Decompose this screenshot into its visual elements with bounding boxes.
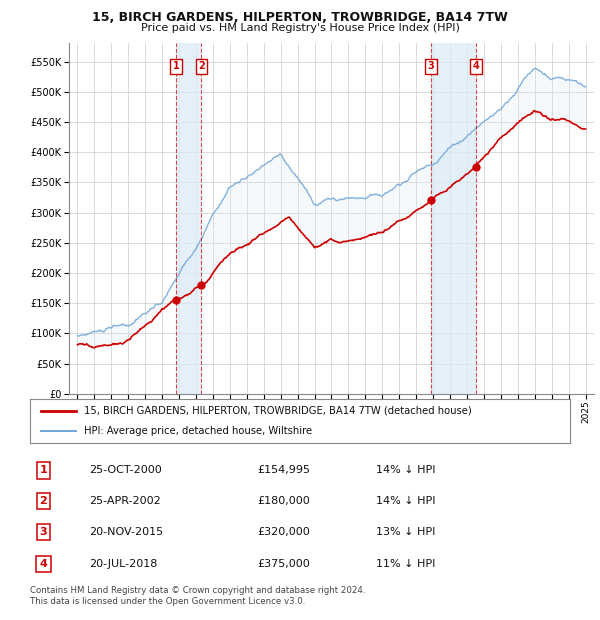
Text: 1: 1: [40, 466, 47, 476]
Text: Contains HM Land Registry data © Crown copyright and database right 2024.: Contains HM Land Registry data © Crown c…: [30, 586, 365, 595]
Text: £320,000: £320,000: [257, 527, 310, 537]
Text: 14% ↓ HPI: 14% ↓ HPI: [376, 496, 435, 506]
Text: 1: 1: [173, 61, 179, 71]
Text: 20-NOV-2015: 20-NOV-2015: [89, 527, 164, 537]
Text: 25-APR-2002: 25-APR-2002: [89, 496, 161, 506]
Text: HPI: Average price, detached house, Wiltshire: HPI: Average price, detached house, Wilt…: [84, 426, 312, 436]
Text: 2: 2: [198, 61, 205, 71]
Text: 11% ↓ HPI: 11% ↓ HPI: [376, 559, 435, 569]
Bar: [176, 43, 202, 394]
Text: 15, BIRCH GARDENS, HILPERTON, TROWBRIDGE, BA14 7TW: 15, BIRCH GARDENS, HILPERTON, TROWBRIDGE…: [92, 11, 508, 24]
Text: 2: 2: [40, 496, 47, 506]
Text: 4: 4: [473, 61, 479, 71]
Text: 3: 3: [40, 527, 47, 537]
Text: 15, BIRCH GARDENS, HILPERTON, TROWBRIDGE, BA14 7TW (detached house): 15, BIRCH GARDENS, HILPERTON, TROWBRIDGE…: [84, 405, 472, 416]
Text: 20-JUL-2018: 20-JUL-2018: [89, 559, 158, 569]
Text: Price paid vs. HM Land Registry's House Price Index (HPI): Price paid vs. HM Land Registry's House …: [140, 23, 460, 33]
Text: 3: 3: [428, 61, 434, 71]
Text: 14% ↓ HPI: 14% ↓ HPI: [376, 466, 435, 476]
Text: This data is licensed under the Open Government Licence v3.0.: This data is licensed under the Open Gov…: [30, 597, 305, 606]
Text: £154,995: £154,995: [257, 466, 310, 476]
Text: £375,000: £375,000: [257, 559, 310, 569]
Text: 25-OCT-2000: 25-OCT-2000: [89, 466, 162, 476]
Text: 13% ↓ HPI: 13% ↓ HPI: [376, 527, 435, 537]
Text: 4: 4: [40, 559, 47, 569]
Text: £180,000: £180,000: [257, 496, 310, 506]
Bar: [431, 43, 476, 394]
